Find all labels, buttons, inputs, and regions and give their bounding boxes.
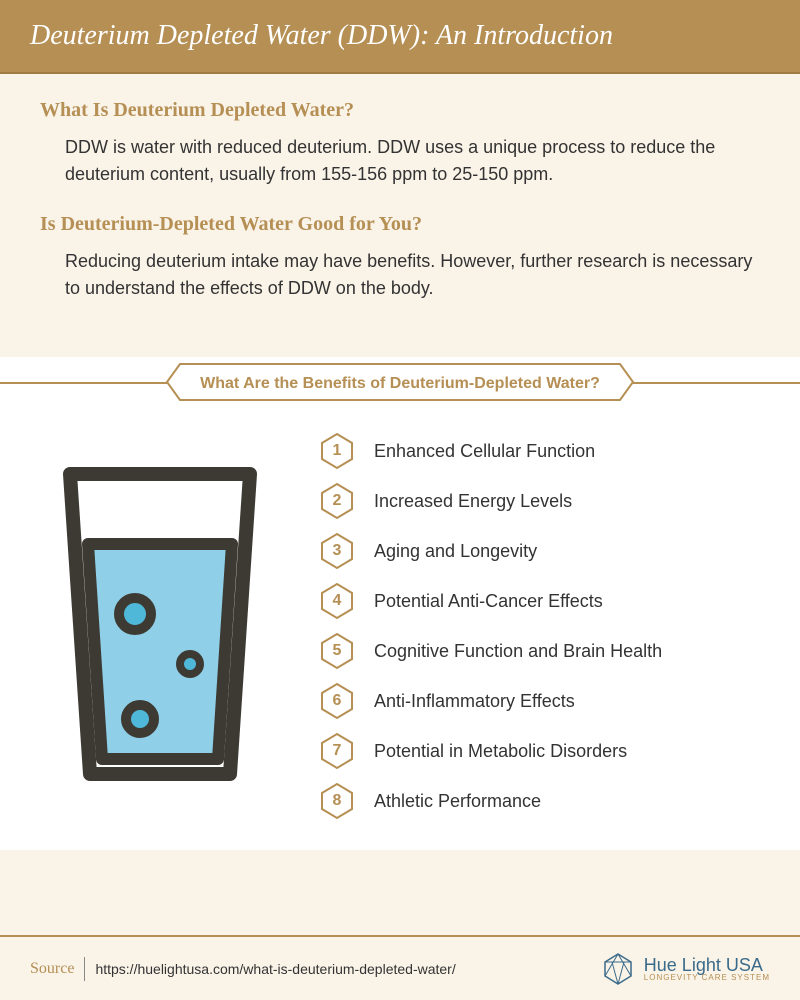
hexagon-badge: 1 xyxy=(320,432,354,470)
footer: Source https://huelightusa.com/what-is-d… xyxy=(0,935,800,1000)
source-wrap: Source https://huelightusa.com/what-is-d… xyxy=(30,957,456,981)
page-title: Deuterium Depleted Water (DDW): An Intro… xyxy=(30,20,770,52)
hexagon-badge: 6 xyxy=(320,682,354,720)
benefit-number: 1 xyxy=(333,442,342,460)
benefit-label: Athletic Performance xyxy=(374,791,541,812)
benefit-number: 7 xyxy=(333,742,342,760)
question-2-heading: Is Deuterium-Depleted Water Good for You… xyxy=(40,213,760,236)
benefit-item: 3 Aging and Longevity xyxy=(320,532,770,570)
benefit-label: Potential Anti-Cancer Effects xyxy=(374,591,603,612)
header-banner: Deuterium Depleted Water (DDW): An Intro… xyxy=(0,0,800,74)
benefit-number: 5 xyxy=(333,642,342,660)
hexagon-badge: 4 xyxy=(320,582,354,620)
logo-sub-text: LONGEVITY CARE SYSTEM xyxy=(644,974,770,982)
benefit-item: 6 Anti-Inflammatory Effects xyxy=(320,682,770,720)
water-glass-illustration xyxy=(30,427,290,820)
benefit-number: 4 xyxy=(333,592,342,610)
benefits-header-hexframe: What Are the Benefits of Deuterium-Deple… xyxy=(165,362,635,402)
benefit-item: 8 Athletic Performance xyxy=(320,782,770,820)
benefit-label: Cognitive Function and Brain Health xyxy=(374,641,662,662)
benefit-item: 5 Cognitive Function and Brain Health xyxy=(320,632,770,670)
benefit-label: Potential in Metabolic Disorders xyxy=(374,741,627,762)
divider xyxy=(84,957,85,981)
logo-main-text: Hue Light USA xyxy=(644,956,770,974)
benefit-item: 7 Potential in Metabolic Disorders xyxy=(320,732,770,770)
question-1-heading: What Is Deuterium Depleted Water? xyxy=(40,99,760,122)
answer-1-text: DDW is water with reduced deuterium. DDW… xyxy=(40,134,760,188)
benefits-content: 1 Enhanced Cellular Function 2 Increased… xyxy=(0,407,800,830)
benefit-item: 4 Potential Anti-Cancer Effects xyxy=(320,582,770,620)
benefit-number: 3 xyxy=(333,542,342,560)
hexagon-badge: 7 xyxy=(320,732,354,770)
hexagon-badge: 2 xyxy=(320,482,354,520)
logo-text: Hue Light USA LONGEVITY CARE SYSTEM xyxy=(644,956,770,982)
hexagon-badge: 8 xyxy=(320,782,354,820)
benefits-heading-text: What Are the Benefits of Deuterium-Deple… xyxy=(200,375,600,392)
benefit-number: 2 xyxy=(333,492,342,510)
benefit-item: 1 Enhanced Cellular Function xyxy=(320,432,770,470)
benefit-number: 6 xyxy=(333,692,342,710)
benefits-header-wrap: What Are the Benefits of Deuterium-Deple… xyxy=(0,357,800,407)
source-label: Source xyxy=(30,960,74,978)
benefits-list: 1 Enhanced Cellular Function 2 Increased… xyxy=(320,427,770,820)
benefit-label: Anti-Inflammatory Effects xyxy=(374,691,575,712)
answer-2-text: Reducing deuterium intake may have benef… xyxy=(40,248,760,302)
hexagon-badge: 3 xyxy=(320,532,354,570)
logo-icon xyxy=(600,951,636,987)
benefits-section: What Are the Benefits of Deuterium-Deple… xyxy=(0,357,800,850)
intro-section: What Is Deuterium Depleted Water? DDW is… xyxy=(0,74,800,357)
water-glass-icon xyxy=(40,454,280,794)
benefit-label: Aging and Longevity xyxy=(374,541,537,562)
source-url: https://huelightusa.com/what-is-deuteriu… xyxy=(95,961,455,977)
benefit-label: Enhanced Cellular Function xyxy=(374,441,595,462)
benefit-label: Increased Energy Levels xyxy=(374,491,572,512)
logo: Hue Light USA LONGEVITY CARE SYSTEM xyxy=(600,951,770,987)
hexagon-badge: 5 xyxy=(320,632,354,670)
benefit-item: 2 Increased Energy Levels xyxy=(320,482,770,520)
benefit-number: 8 xyxy=(333,792,342,810)
